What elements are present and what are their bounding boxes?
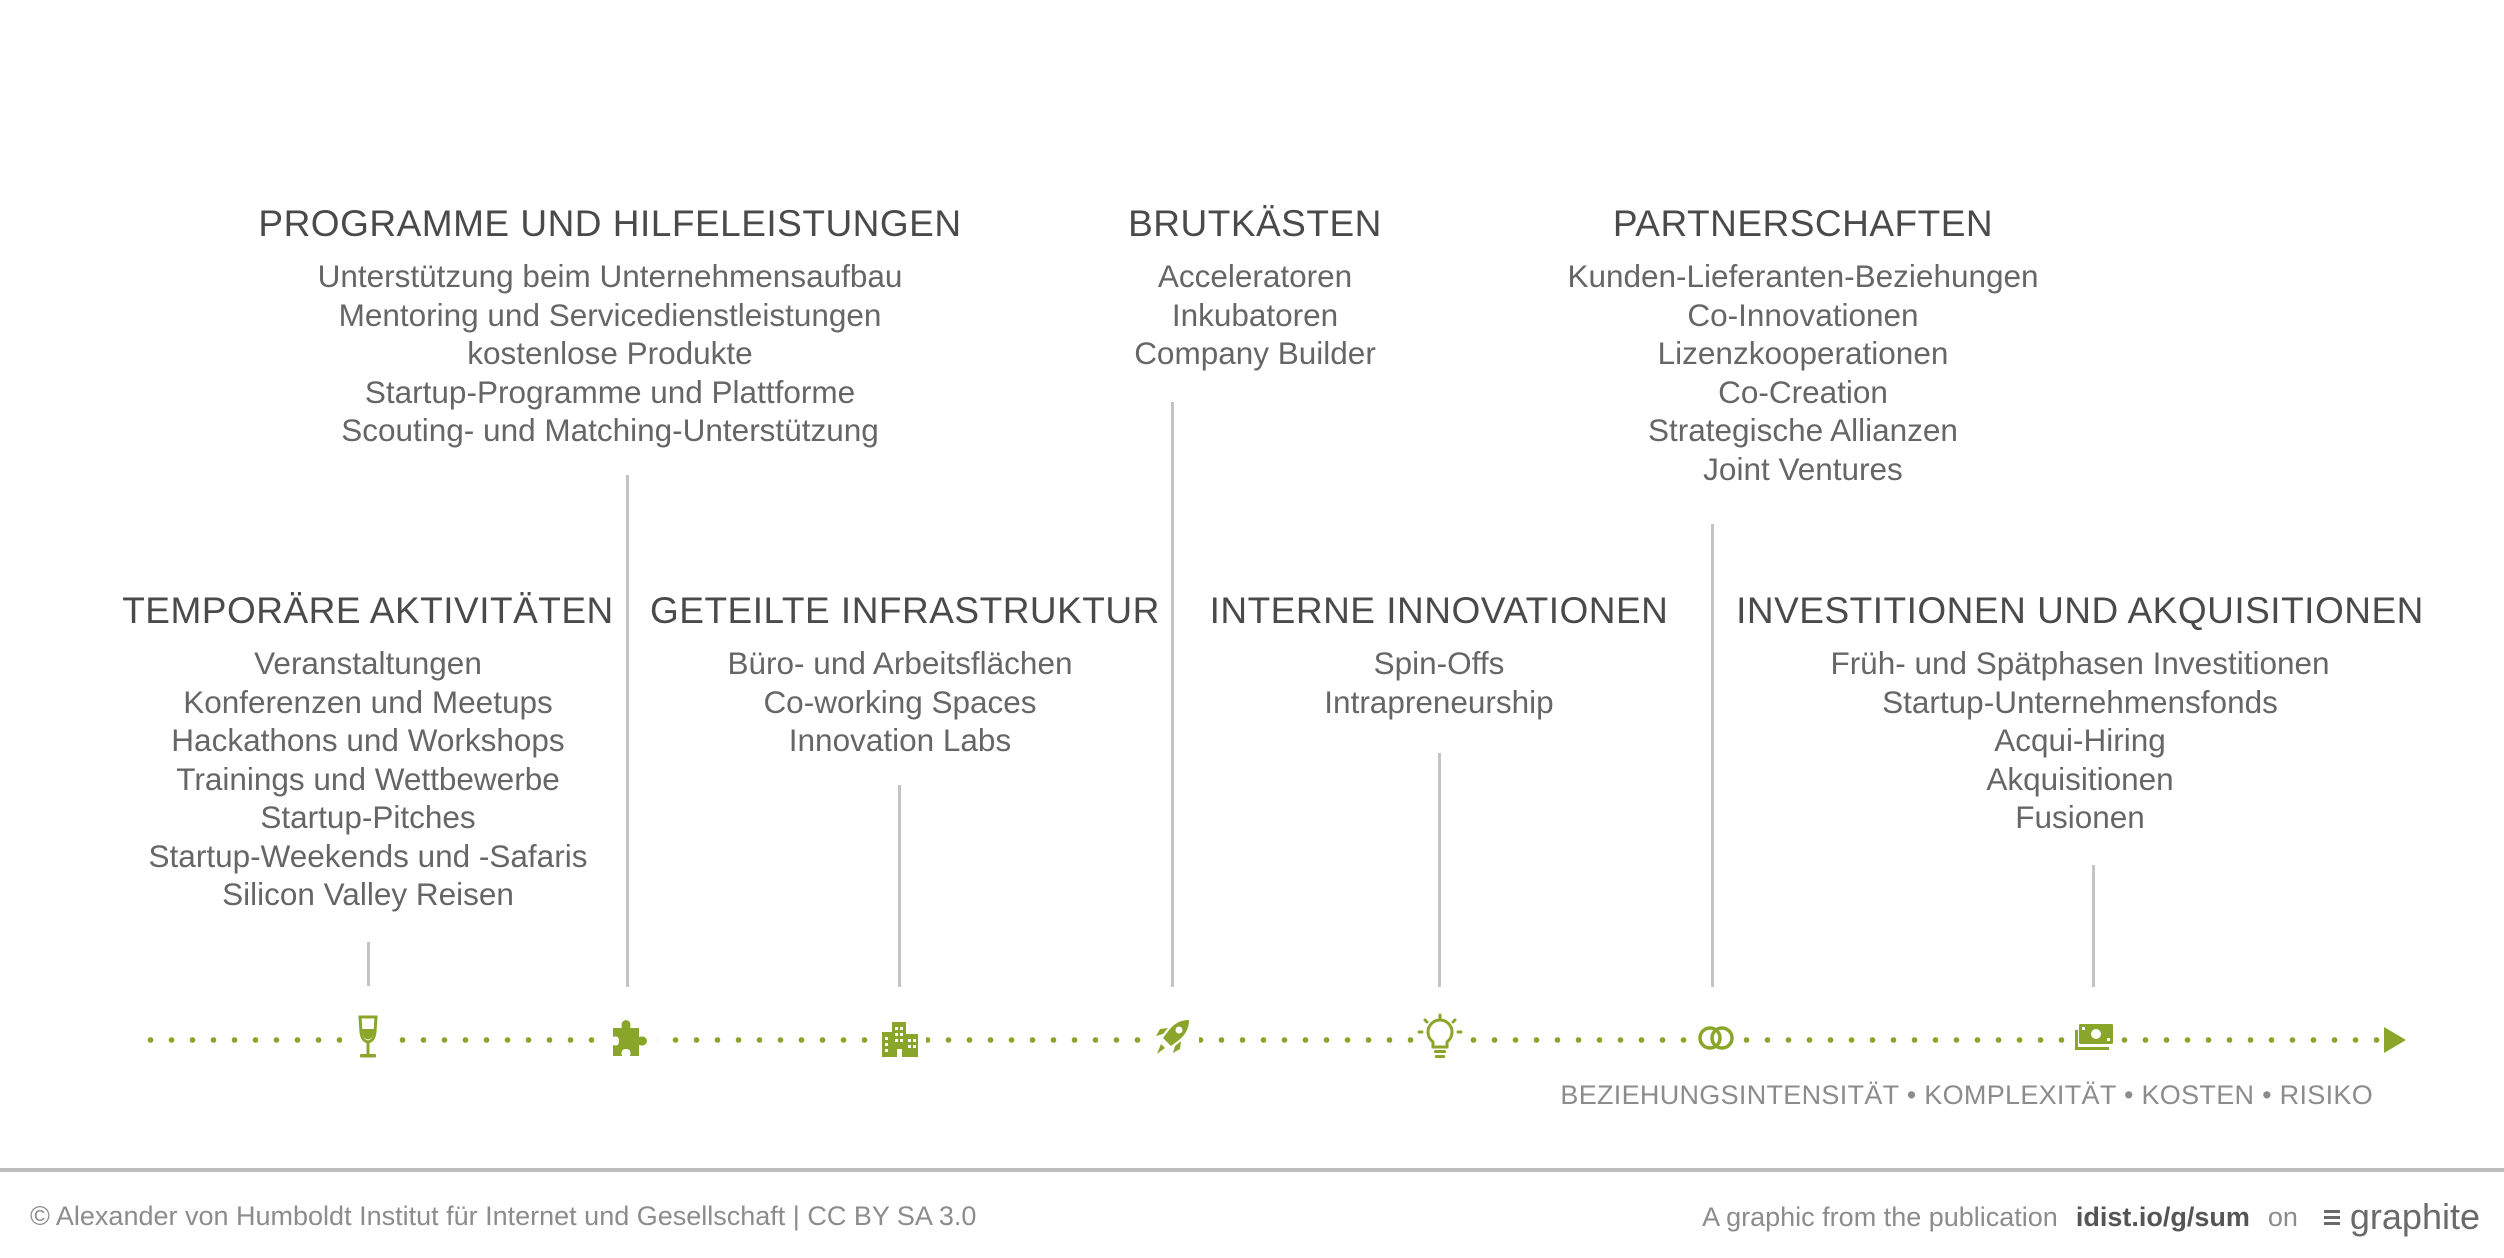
group-title: PROGRAMME UND HILFELEISTUNGEN xyxy=(258,203,962,244)
wine-glass-icon xyxy=(342,1012,394,1064)
list-item: Spin-Offs xyxy=(1373,645,1505,681)
publication-text: A graphic from the publication xyxy=(1702,1201,2058,1232)
list-item: Unterstützung beim Unternehmensaufbau xyxy=(317,258,903,294)
list-item: Co-Innovationen xyxy=(1687,296,1919,333)
brand-name: graphite xyxy=(2349,1196,2480,1237)
money-icon xyxy=(2068,1012,2120,1064)
connector-line xyxy=(2092,865,2095,987)
item-list: Unterstützung beim Unternehmensaufbau Me… xyxy=(210,257,1010,450)
publication-link[interactable]: idist.io/g/sum xyxy=(2075,1201,2250,1232)
list-item: Intrapreneurship xyxy=(1324,683,1554,720)
list-item: Acqui-Hiring xyxy=(1994,722,2166,758)
group-investitionen: INVESTITIONEN UND AKQUISITIONEN Früh- un… xyxy=(1720,590,2440,837)
list-item: Veranstaltungen xyxy=(254,645,482,681)
list-item: Fusionen xyxy=(2015,799,2145,835)
item-list: Acceleratoren Inkubatoren Company Builde… xyxy=(1055,257,1455,373)
rings-icon xyxy=(1690,1012,1742,1064)
footer-divider xyxy=(0,1168,2504,1172)
list-item: Kunden-Lieferanten-Beziehungen xyxy=(1567,258,2039,294)
list-item: Startup-Pitches xyxy=(260,799,476,835)
footer-attribution: A graphic from the publication idist.io/… xyxy=(1702,1196,2480,1238)
group-title: PARTNERSCHAFTEN xyxy=(1612,203,1994,244)
arrow-head-icon xyxy=(2384,1027,2406,1053)
group-temporaer: TEMPORÄRE AKTIVITÄTEN Veranstaltungen Ko… xyxy=(118,590,618,914)
list-item: Startup-Unternehmensfonds xyxy=(1882,683,2278,720)
list-item: Startup-Weekends und -Safaris xyxy=(148,837,588,874)
list-item: Scouting- und Matching-Unterstützung xyxy=(341,412,879,448)
list-item: Co-working Spaces xyxy=(763,683,1037,720)
connector-line xyxy=(1438,753,1441,987)
list-item: kostenlose Produkte xyxy=(467,335,753,371)
group-partnerschaften: PARTNERSCHAFTEN Kunden-Lieferanten-Bezie… xyxy=(1503,203,2103,488)
graphite-logo[interactable]: graphite xyxy=(2323,1196,2480,1238)
item-list: Veranstaltungen Konferenzen und Meetups … xyxy=(118,644,618,914)
list-item: Acceleratoren xyxy=(1157,258,1353,294)
list-item: Strategische Allianzen xyxy=(1648,412,1958,448)
connector-line xyxy=(898,785,901,987)
group-brutkaesten: BRUTKÄSTEN Acceleratoren Inkubatoren Com… xyxy=(1055,203,1455,373)
item-list: Spin-Offs Intrapreneurship xyxy=(1189,644,1689,721)
item-list: Büro- und Arbeitsflächen Co-working Spac… xyxy=(650,644,1150,760)
group-title: INTERNE INNOVATIONEN xyxy=(1209,590,1669,631)
item-list: Kunden-Lieferanten-Beziehungen Co-Innova… xyxy=(1503,257,2103,488)
group-title: INVESTITIONEN UND AKQUISITIONEN xyxy=(1736,590,2424,631)
rocket-icon xyxy=(1147,1012,1199,1064)
group-title: GETEILTE INFRASTRUKTUR xyxy=(650,590,1160,631)
timeline-axis xyxy=(140,1037,2390,1043)
list-item: Innovation Labs xyxy=(788,722,1012,758)
list-item: Büro- und Arbeitsflächen xyxy=(727,645,1073,681)
list-item: Konferenzen und Meetups xyxy=(183,683,553,720)
list-item: Joint Ventures xyxy=(1703,450,1903,487)
copyright-text: © Alexander von Humboldt Institut für In… xyxy=(30,1201,977,1231)
list-item: Inkubatoren xyxy=(1171,296,1339,333)
connector-line xyxy=(367,942,370,986)
list-item: Trainings und Wettbewerbe xyxy=(176,760,560,797)
list-item: Akquisitionen xyxy=(1986,760,2174,797)
connector-line xyxy=(1171,402,1174,987)
list-item: Mentoring und Servicedienstleistungen xyxy=(338,296,882,333)
list-item: Hackathons und Workshops xyxy=(171,722,565,758)
list-item: Startup-Programme und Plattforme xyxy=(364,373,856,410)
group-title: BRUTKÄSTEN xyxy=(1128,203,1382,244)
group-title: TEMPORÄRE AKTIVITÄTEN xyxy=(122,590,614,631)
lightbulb-icon xyxy=(1414,1012,1466,1064)
list-item: Lizenzkooperationen xyxy=(1657,335,1949,371)
connector-line xyxy=(1711,524,1714,987)
list-item: Silicon Valley Reisen xyxy=(222,876,514,912)
list-item: Company Builder xyxy=(1134,335,1376,371)
puzzle-piece-icon xyxy=(605,1012,657,1064)
list-item: Co-Creation xyxy=(1718,373,1888,410)
group-programme: PROGRAMME UND HILFELEISTUNGEN Unterstütz… xyxy=(210,203,1010,450)
group-infrastruktur: GETEILTE INFRASTRUKTUR Büro- und Arbeits… xyxy=(650,590,1160,760)
building-icon xyxy=(874,1012,926,1064)
on-text: on xyxy=(2267,1201,2298,1232)
list-item: Früh- und Spätphasen Investitionen xyxy=(1830,645,2330,681)
graphite-mark-icon xyxy=(2323,1207,2340,1228)
connector-line xyxy=(626,475,629,987)
axis-label: BEZIEHUNGSINTENSITÄT • KOMPLEXITÄT • KOS… xyxy=(1560,1080,2373,1110)
group-intern: INTERNE INNOVATIONEN Spin-Offs Intrapren… xyxy=(1189,590,1689,721)
item-list: Früh- und Spätphasen Investitionen Start… xyxy=(1720,644,2440,837)
